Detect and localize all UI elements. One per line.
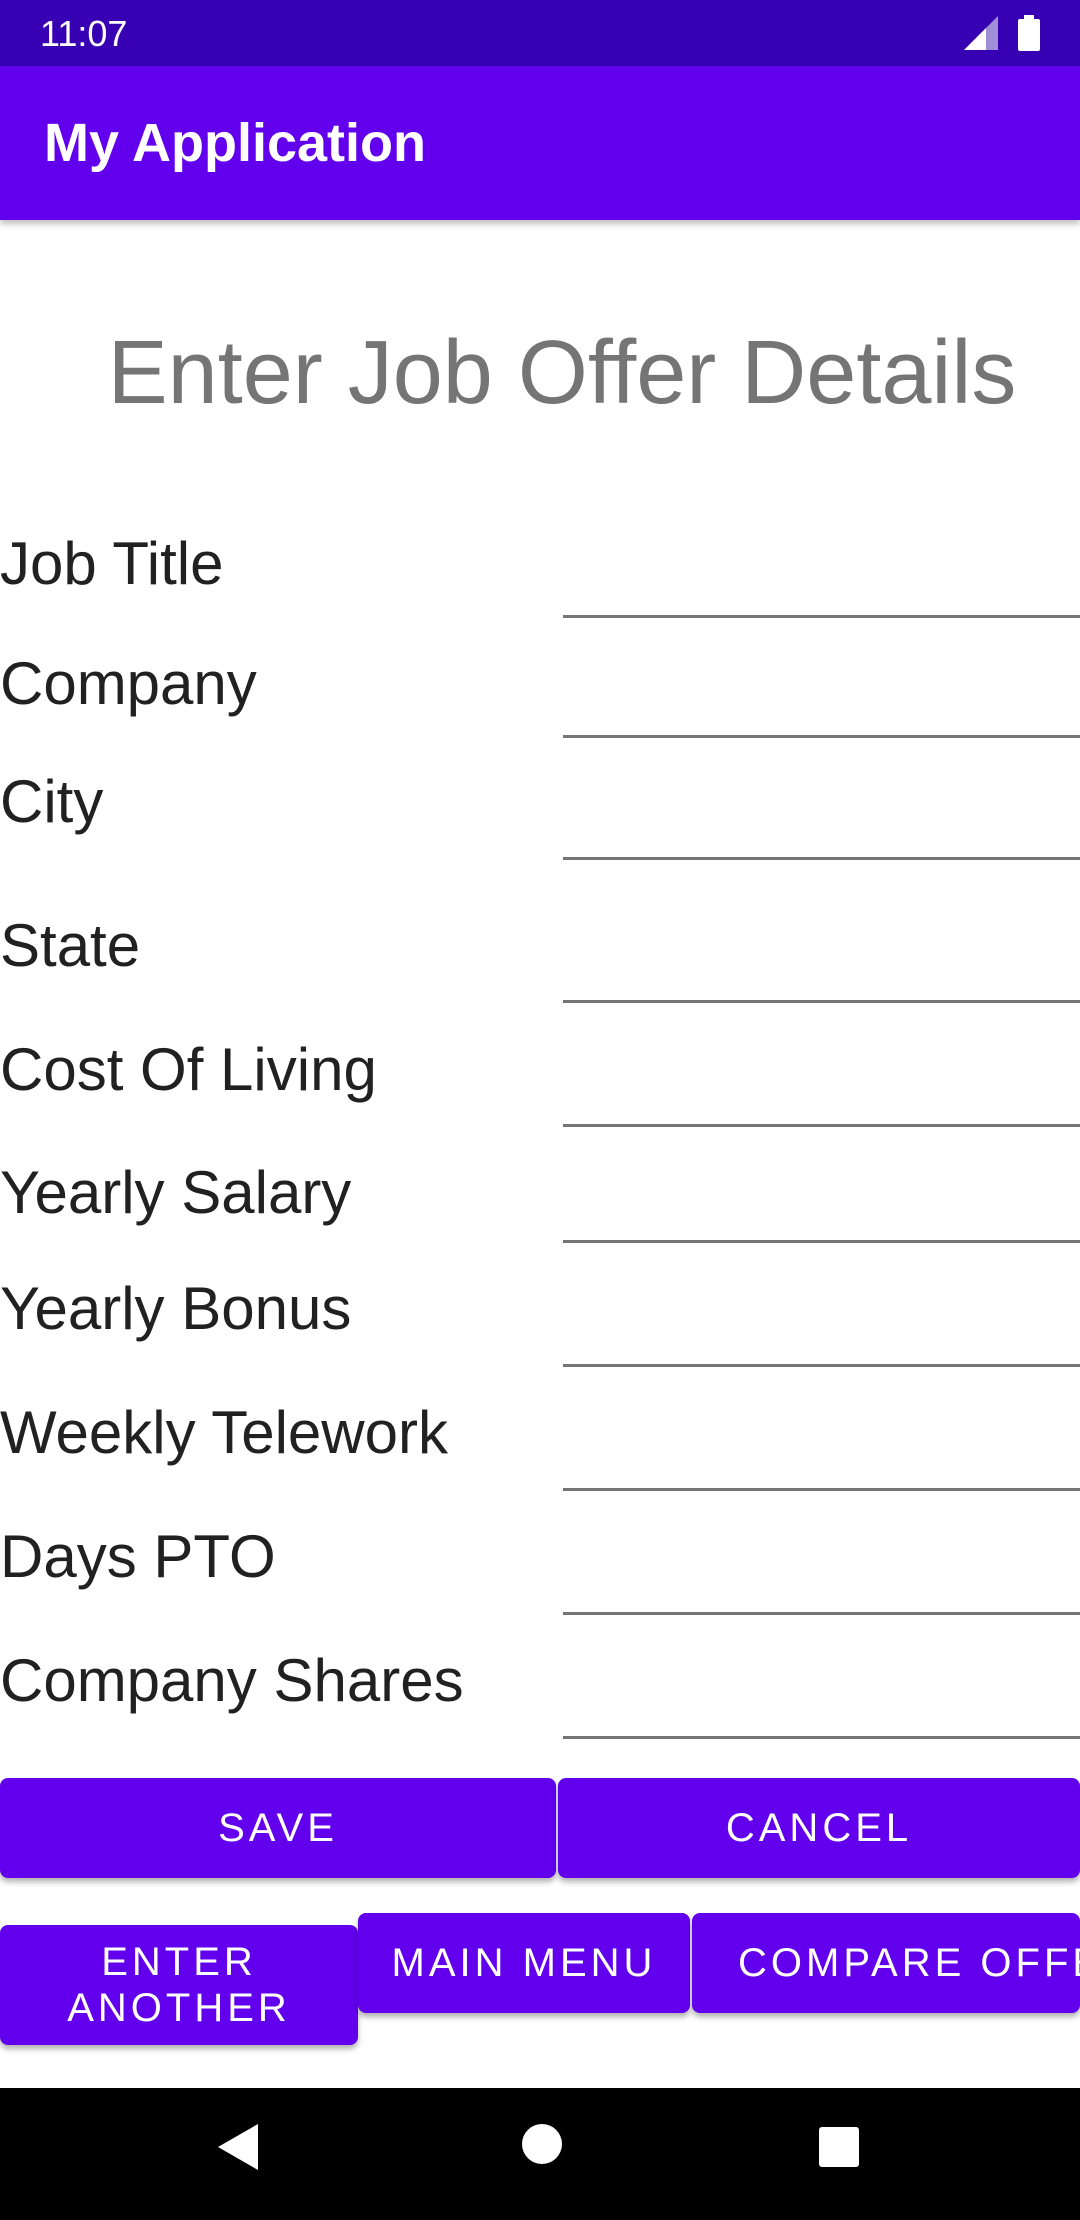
days-pto-label: Days PTO — [0, 1523, 276, 1590]
weekly-telework-label: Weekly Telework — [0, 1399, 448, 1466]
weekly-telework-input[interactable] — [563, 1421, 1080, 1491]
status-icons — [964, 14, 1040, 52]
state-input[interactable] — [563, 933, 1080, 1003]
yearly-bonus-label: Yearly Bonus — [0, 1275, 352, 1342]
signal-icon — [964, 16, 998, 50]
recents-icon[interactable] — [818, 2126, 860, 2168]
yearly-bonus-input[interactable] — [563, 1297, 1080, 1367]
main-menu-button[interactable]: MAIN MENU — [358, 1913, 690, 2013]
back-icon[interactable] — [216, 2122, 260, 2172]
save-button[interactable]: SAVE — [0, 1778, 556, 1878]
company-shares-label: Company Shares — [0, 1647, 464, 1714]
yearly-salary-input[interactable] — [563, 1173, 1080, 1243]
battery-icon — [1018, 15, 1040, 51]
navigation-bar — [0, 2088, 1080, 2220]
job-title-input[interactable] — [563, 548, 1080, 618]
company-input[interactable] — [563, 668, 1080, 738]
job-title-label: Job Title — [0, 530, 224, 597]
company-shares-input[interactable] — [563, 1669, 1080, 1739]
home-icon[interactable] — [520, 2122, 564, 2166]
app-title: My Application — [44, 113, 427, 173]
state-label: State — [0, 912, 141, 979]
city-label: City — [0, 768, 104, 835]
cost-of-living-label: Cost Of Living — [0, 1036, 377, 1103]
page-title: Enter Job Offer Details — [107, 323, 1017, 423]
compare-offers-button[interactable]: COMPARE OFFERS — [692, 1913, 1080, 2013]
company-label: Company — [0, 650, 257, 717]
status-bar: 11:07 — [0, 0, 1080, 66]
cost-of-living-input[interactable] — [563, 1057, 1080, 1127]
days-pto-input[interactable] — [563, 1545, 1080, 1615]
status-time: 11:07 — [40, 13, 128, 54]
enter-another-button[interactable]: ENTER ANOTHER — [0, 1925, 358, 2045]
city-input[interactable] — [563, 790, 1080, 860]
app-bar: My Application — [0, 66, 1080, 220]
yearly-salary-label: Yearly Salary — [0, 1159, 352, 1226]
cancel-button[interactable]: CANCEL — [558, 1778, 1080, 1878]
